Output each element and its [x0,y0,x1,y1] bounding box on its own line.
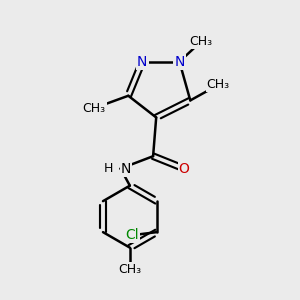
Text: CH₃: CH₃ [190,35,213,48]
Text: N: N [174,55,184,69]
Text: N: N [121,162,131,176]
Text: CH₃: CH₃ [207,78,230,92]
Text: N: N [137,55,147,69]
Text: H: H [104,162,113,175]
Text: Cl: Cl [125,228,139,242]
Text: O: O [179,162,190,176]
Text: CH₃: CH₃ [118,263,141,276]
Text: CH₃: CH₃ [82,102,106,115]
